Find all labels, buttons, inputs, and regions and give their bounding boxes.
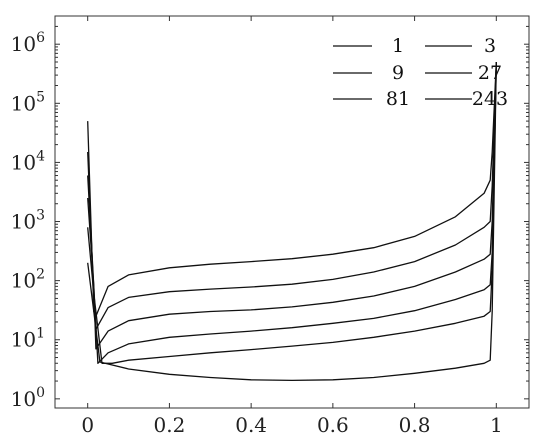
y-tick-label: 101 xyxy=(11,326,45,352)
x-tick-label: 0.8 xyxy=(399,413,431,437)
x-tick-label: 0.2 xyxy=(154,413,186,437)
legend-label-81: 81 xyxy=(386,88,410,110)
legend-label-3: 3 xyxy=(484,35,496,57)
series-line-9 xyxy=(87,61,497,364)
series-line-1 xyxy=(87,61,497,382)
x-tick-label: 1 xyxy=(490,413,503,437)
series-line-81 xyxy=(87,61,497,330)
y-tick-label: 106 xyxy=(11,30,45,56)
series-line-243 xyxy=(87,61,497,317)
x-tick-label: 0 xyxy=(81,413,94,437)
y-axis-ticks: 100 101 102 103 104 105 106 xyxy=(11,25,529,411)
y-tick-label: 100 xyxy=(11,385,45,411)
series-layer xyxy=(87,61,497,382)
legend-label-9: 9 xyxy=(392,62,404,84)
legend-label-1: 1 xyxy=(392,35,404,57)
legend: 1 3 9 27 81 243 xyxy=(333,35,508,110)
y-tick-label: 105 xyxy=(11,89,45,115)
series-line-27 xyxy=(87,61,497,350)
y-tick-label: 103 xyxy=(11,208,45,234)
plot-frame xyxy=(54,15,530,409)
y-tick-label: 104 xyxy=(11,148,45,174)
series-line-3 xyxy=(87,61,497,364)
legend-label-243: 243 xyxy=(472,88,508,110)
y-tick-label: 102 xyxy=(11,267,45,293)
x-axis-ticks: 0 0.2 0.4 0.6 0.8 1 xyxy=(81,16,503,437)
x-tick-label: 0.6 xyxy=(317,413,349,437)
legend-label-27: 27 xyxy=(478,62,502,84)
x-tick-label: 0.4 xyxy=(235,413,267,437)
